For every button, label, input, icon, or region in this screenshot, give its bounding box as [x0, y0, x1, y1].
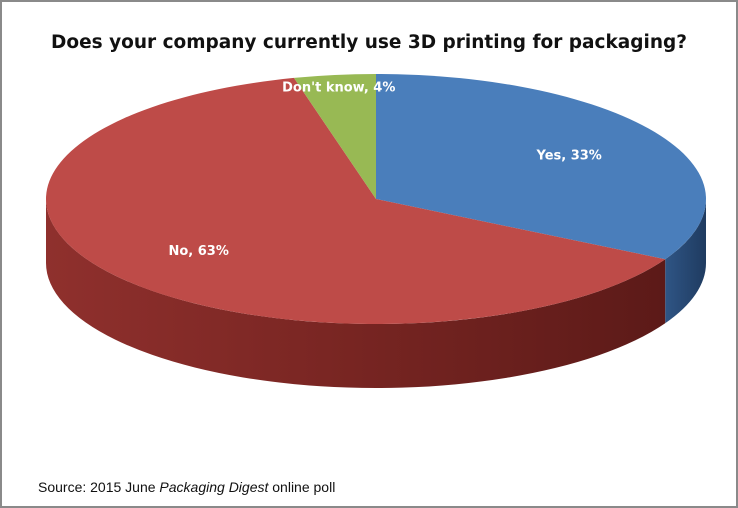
pie-label-don-t-know: Don't know, 4%	[282, 80, 395, 95]
source-prefix: Source: 2015 June	[38, 479, 160, 495]
pie-slice-yes	[376, 74, 706, 260]
source-suffix: online poll	[268, 479, 336, 495]
pie-side-yes	[665, 199, 706, 324]
pie-side-no	[46, 199, 666, 388]
pie-label-yes: Yes, 33%	[535, 149, 601, 164]
pie-slice-no	[45, 77, 666, 325]
pie-slice-don-t-know	[293, 74, 376, 199]
chart-title: Does your company currently use 3D print…	[51, 32, 687, 53]
source-note: Source: 2015 June Packaging Digest onlin…	[38, 479, 335, 495]
pie-label-no: No, 63%	[168, 244, 228, 259]
source-publication: Packaging Digest	[159, 479, 269, 495]
